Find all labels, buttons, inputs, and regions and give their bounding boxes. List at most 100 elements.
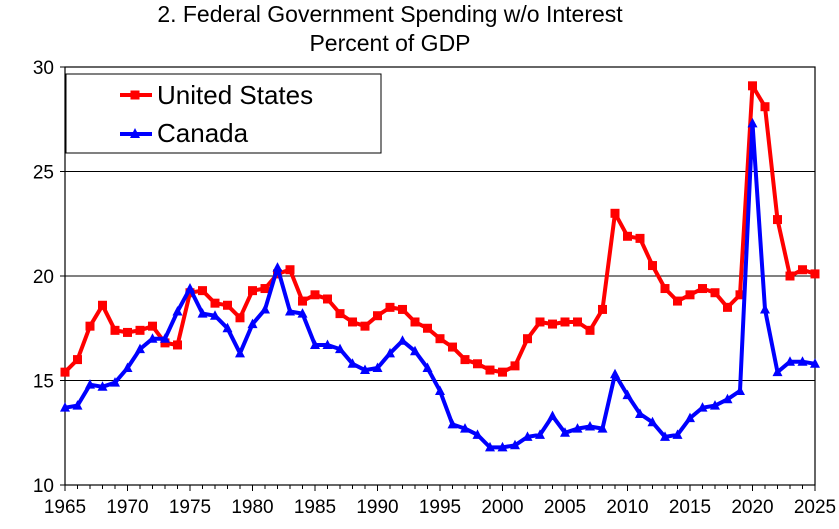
chart-subtitle: Percent of GDP xyxy=(309,30,470,56)
data-point-canada xyxy=(722,393,733,404)
data-point-united-states xyxy=(285,265,295,275)
data-point-united-states xyxy=(173,340,182,350)
data-point-canada xyxy=(60,402,70,412)
data-point-canada xyxy=(535,429,545,439)
data-point-canada xyxy=(335,343,345,354)
data-point-canada xyxy=(410,345,420,356)
data-point-canada xyxy=(347,358,358,368)
data-point-united-states xyxy=(523,334,532,344)
data-point-united-states xyxy=(485,365,495,375)
data-point-united-states xyxy=(223,300,232,310)
data-point-united-states xyxy=(148,321,157,331)
data-point-canada xyxy=(360,364,370,375)
x-tick-label: 1985 xyxy=(294,497,336,518)
chart-title: 2. Federal Government Spending w/o Inter… xyxy=(157,1,623,27)
data-point-united-states xyxy=(398,304,407,314)
x-tick-label: 1970 xyxy=(106,497,148,518)
data-point-canada xyxy=(497,441,508,452)
data-point-united-states xyxy=(410,317,420,327)
data-point-canada xyxy=(597,423,608,433)
legend-box xyxy=(65,73,382,154)
data-point-canada xyxy=(272,262,283,272)
data-point-united-states xyxy=(810,269,820,279)
data-point-united-states xyxy=(298,296,307,306)
data-point-canada xyxy=(235,347,245,358)
data-point-united-states xyxy=(210,298,220,308)
data-point-united-states xyxy=(98,300,107,310)
data-point-canada xyxy=(85,379,95,389)
data-point-canada xyxy=(222,322,233,333)
data-point-canada xyxy=(72,400,83,410)
data-point-united-states xyxy=(85,321,95,331)
x-tick-label: 1975 xyxy=(169,497,211,518)
data-point-united-states xyxy=(535,317,545,327)
data-point-united-states xyxy=(460,355,470,365)
data-point-united-states xyxy=(160,338,170,348)
grid-lines xyxy=(65,171,815,381)
x-tick-label: 1980 xyxy=(231,497,273,518)
data-point-canada xyxy=(247,318,258,329)
data-point-united-states xyxy=(623,231,632,241)
data-point-united-states xyxy=(748,81,757,91)
data-point-united-states xyxy=(635,233,645,243)
data-point-united-states xyxy=(385,302,395,312)
data-point-canada xyxy=(647,416,658,427)
data-point-united-states xyxy=(235,313,245,323)
data-point-united-states xyxy=(310,290,320,300)
data-point-united-states xyxy=(723,302,732,312)
data-point-united-states xyxy=(798,265,807,275)
x-tick-label: 1995 xyxy=(419,497,461,518)
data-point-united-states xyxy=(323,294,332,304)
data-point-canada xyxy=(97,381,108,391)
data-point-canada xyxy=(422,362,433,372)
data-point-united-states xyxy=(710,288,720,298)
data-point-united-states xyxy=(698,284,707,294)
data-point-canada xyxy=(622,389,633,400)
x-tick-label: 2020 xyxy=(731,497,773,518)
data-point-united-states xyxy=(660,284,670,294)
data-point-canada xyxy=(697,402,708,412)
data-point-united-states xyxy=(448,342,457,352)
data-point-canada xyxy=(635,408,645,418)
x-tick-label: 2025 xyxy=(794,497,836,518)
data-point-canada xyxy=(510,439,520,450)
data-point-united-states xyxy=(60,367,70,377)
data-point-united-states xyxy=(73,355,82,365)
data-point-united-states xyxy=(548,319,557,329)
data-point-canada xyxy=(285,306,295,316)
data-point-united-states xyxy=(510,361,520,371)
data-point-united-states xyxy=(360,321,370,331)
data-point-canada xyxy=(110,377,120,387)
data-point-canada xyxy=(322,339,333,349)
data-point-canada xyxy=(785,356,795,366)
y-axis: 10 15 20 25 30 xyxy=(33,58,65,497)
data-point-united-states xyxy=(198,286,207,296)
y-tick-label: 20 xyxy=(33,267,54,288)
data-point-united-states xyxy=(423,323,432,333)
data-point-united-states xyxy=(260,284,270,294)
data-point-united-states xyxy=(648,261,657,271)
x-tick-label: 2010 xyxy=(606,497,648,518)
data-point-united-states xyxy=(373,311,382,321)
data-point-united-states xyxy=(685,290,695,300)
legend-marker-canada xyxy=(130,128,140,138)
series-group xyxy=(60,81,820,452)
data-point-united-states xyxy=(785,271,795,281)
data-point-canada xyxy=(660,431,670,441)
legend-marker-us xyxy=(130,90,140,100)
data-point-canada xyxy=(210,310,220,320)
data-point-canada xyxy=(735,385,745,395)
data-point-canada xyxy=(385,347,395,358)
y-tick-label: 15 xyxy=(33,372,54,393)
x-tick-label: 1965 xyxy=(44,497,86,518)
data-point-canada xyxy=(572,423,583,433)
data-point-canada xyxy=(172,306,183,316)
data-point-united-states xyxy=(435,334,445,344)
data-point-united-states xyxy=(760,102,770,112)
data-point-united-states xyxy=(598,304,607,314)
data-point-canada xyxy=(747,117,758,128)
data-point-canada xyxy=(147,333,158,343)
data-point-canada xyxy=(485,441,495,452)
data-point-canada xyxy=(460,423,470,433)
data-point-canada xyxy=(610,368,620,379)
